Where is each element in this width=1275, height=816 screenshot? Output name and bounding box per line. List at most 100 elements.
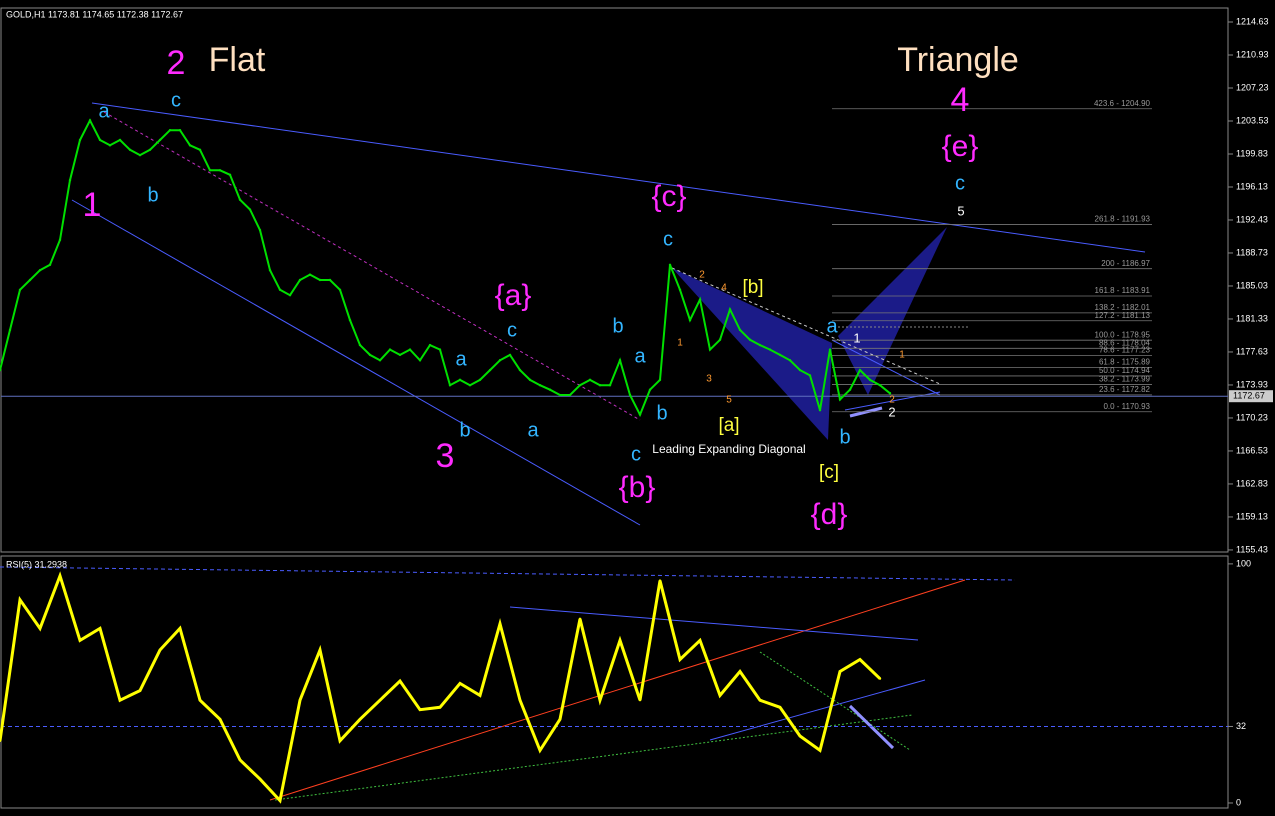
data-point [868,378,872,382]
data-point [428,343,432,347]
wave-label: 1 [83,186,102,224]
data-point [478,378,482,382]
data-point [238,758,242,762]
data-point [238,198,242,201]
wave-label: b [147,184,158,206]
fib-label: 423.6 - 1204.90 [1094,99,1151,108]
data-point [218,169,222,172]
y-tick-label: 1181.33 [1236,313,1268,323]
wave-label: [a] [718,415,739,436]
data-point [78,138,82,142]
data-point [328,278,332,282]
data-point [418,359,422,362]
data-point [688,318,692,322]
wave-label: c [663,228,673,250]
trendline [671,267,941,385]
data-point [0,368,2,372]
data-point [158,648,162,652]
data-point [138,153,142,157]
trendline [0,566,1016,581]
data-point [248,208,252,211]
rsi-header: RSI(5) 31.2938 [6,559,67,569]
y-tick-label: 1188.73 [1236,247,1268,257]
data-point [538,384,542,387]
wave-label: a [455,348,467,370]
data-point [358,343,362,347]
data-point [878,384,882,387]
pattern-label: Leading Expanding Diagonal [652,442,805,456]
data-point [478,694,482,697]
y-tick-label: 1166.53 [1236,445,1268,455]
wave-label: {b} [619,471,656,504]
wave-label: c [171,89,181,111]
y-tick-label: 1207.23 [1236,82,1269,92]
symbol-header: GOLD,H1 1173.81 1174.65 1172.38 1172.67 [6,9,183,19]
data-point [658,378,662,382]
data-point [818,409,822,412]
trendline [709,679,926,741]
trendline [269,579,966,801]
data-point [708,348,712,351]
data-point [568,393,572,397]
fib-label: 261.8 - 1191.93 [1095,215,1151,224]
data-point [758,343,762,347]
data-point [678,658,682,661]
data-point [748,338,752,341]
data-point [738,670,742,673]
wave-label: 5 [957,203,964,218]
wave-label: a [826,315,838,337]
data-point [288,293,292,297]
wave-label: 1 [853,330,860,345]
series-line [0,118,891,418]
data-point [458,682,462,685]
data-point [218,718,222,721]
data-point [418,708,422,711]
wave-label: 2 [167,44,186,82]
y-tick-label: 1170.23 [1236,412,1268,422]
data-point [558,718,562,721]
data-point [68,178,72,182]
wave-label: 2 [699,270,705,281]
fib-label: 161.8 - 1183.91 [1095,286,1151,295]
data-point [648,388,652,391]
data-point [528,378,532,382]
data-point [618,359,622,362]
data-point [318,278,322,282]
data-point [518,698,522,702]
fib-label: 38.2 - 1173.99 [1099,375,1151,384]
data-point [278,799,282,802]
data-point [38,268,42,272]
data-point [208,169,212,172]
data-point [638,698,642,702]
y-tick-label: 1185.03 [1236,280,1268,290]
data-point [148,148,152,151]
data-point [618,639,622,642]
y-tick-label: 32 [1236,721,1246,731]
wave-label: c [631,443,641,465]
data-point [668,263,672,267]
wave-label: {a} [495,279,532,312]
data-point [768,348,772,351]
data-point [48,263,52,267]
fib-label: 61.8 - 1175.89 [1099,358,1151,367]
diagonal-shape [672,268,832,440]
data-point [888,392,892,395]
data-point [518,368,522,372]
data-point [338,739,342,743]
fib-label: 50.0 - 1174.94 [1099,366,1151,375]
data-point [658,579,662,582]
trendline [71,199,641,526]
wave-label: 3 [706,374,712,385]
wave-label: b [839,426,850,448]
trendline [274,714,913,801]
data-point [508,353,512,357]
data-point [628,393,632,397]
wave-label: 2 [889,395,895,406]
data-point [848,388,852,391]
fib-label: 138.2 - 1182.01 [1095,303,1151,312]
data-point [178,627,182,630]
data-point [198,148,202,151]
data-point [858,658,862,661]
data-point [678,288,682,292]
data-point [378,698,382,702]
